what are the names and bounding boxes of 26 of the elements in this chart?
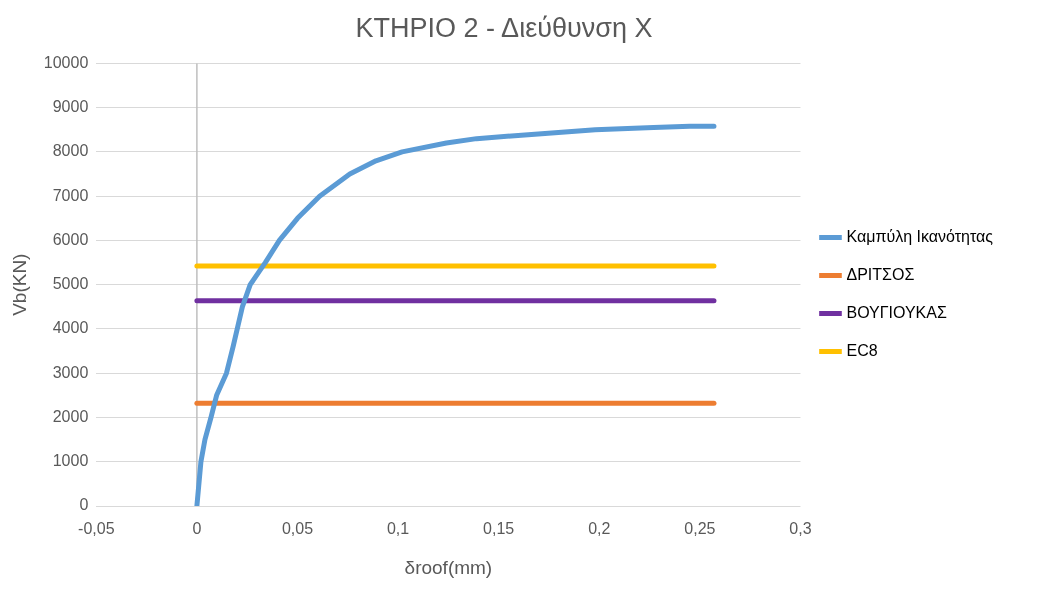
y-tick-label: 3000 [52,363,89,381]
legend-label: ΒΟΥΓΙΟΥΚΑΣ [846,303,947,321]
legend-label: ΔΡΙΤΣΟΣ [846,265,915,283]
y-tick-label: 1000 [52,452,89,470]
chart-title: ΚΤΗΡΙΟ 2 - Διεύθυνση Χ [355,12,653,43]
y-tick-label: 10000 [43,53,89,71]
y-axis-title: Vb(KN) [8,253,30,316]
x-tick-label: 0,15 [483,520,515,538]
y-tick-label: 7000 [52,186,89,204]
x-tick-label: 0,1 [386,520,410,538]
x-axis-title: δroof(mm) [404,556,493,578]
y-tick-label: 6000 [52,230,89,248]
x-tick-label: -0,05 [78,520,115,538]
y-tick-label: 8000 [52,142,89,160]
x-tick-label: 0,05 [281,520,314,538]
y-tick-label: 2000 [52,407,89,425]
x-tick-label: 0 [192,520,202,538]
legend-label: Καμπύλη Ικανότητας [846,227,994,245]
y-tick-label: 5000 [52,275,89,293]
x-tick-label: 0,25 [684,520,716,538]
legend-label: EC8 [846,341,878,359]
y-tick-label: 9000 [52,98,89,116]
y-tick-label: 4000 [52,319,89,337]
x-tick-label: 0,2 [588,520,611,538]
x-tick-label: 0,3 [789,520,812,538]
y-tick-label: 0 [79,496,89,514]
